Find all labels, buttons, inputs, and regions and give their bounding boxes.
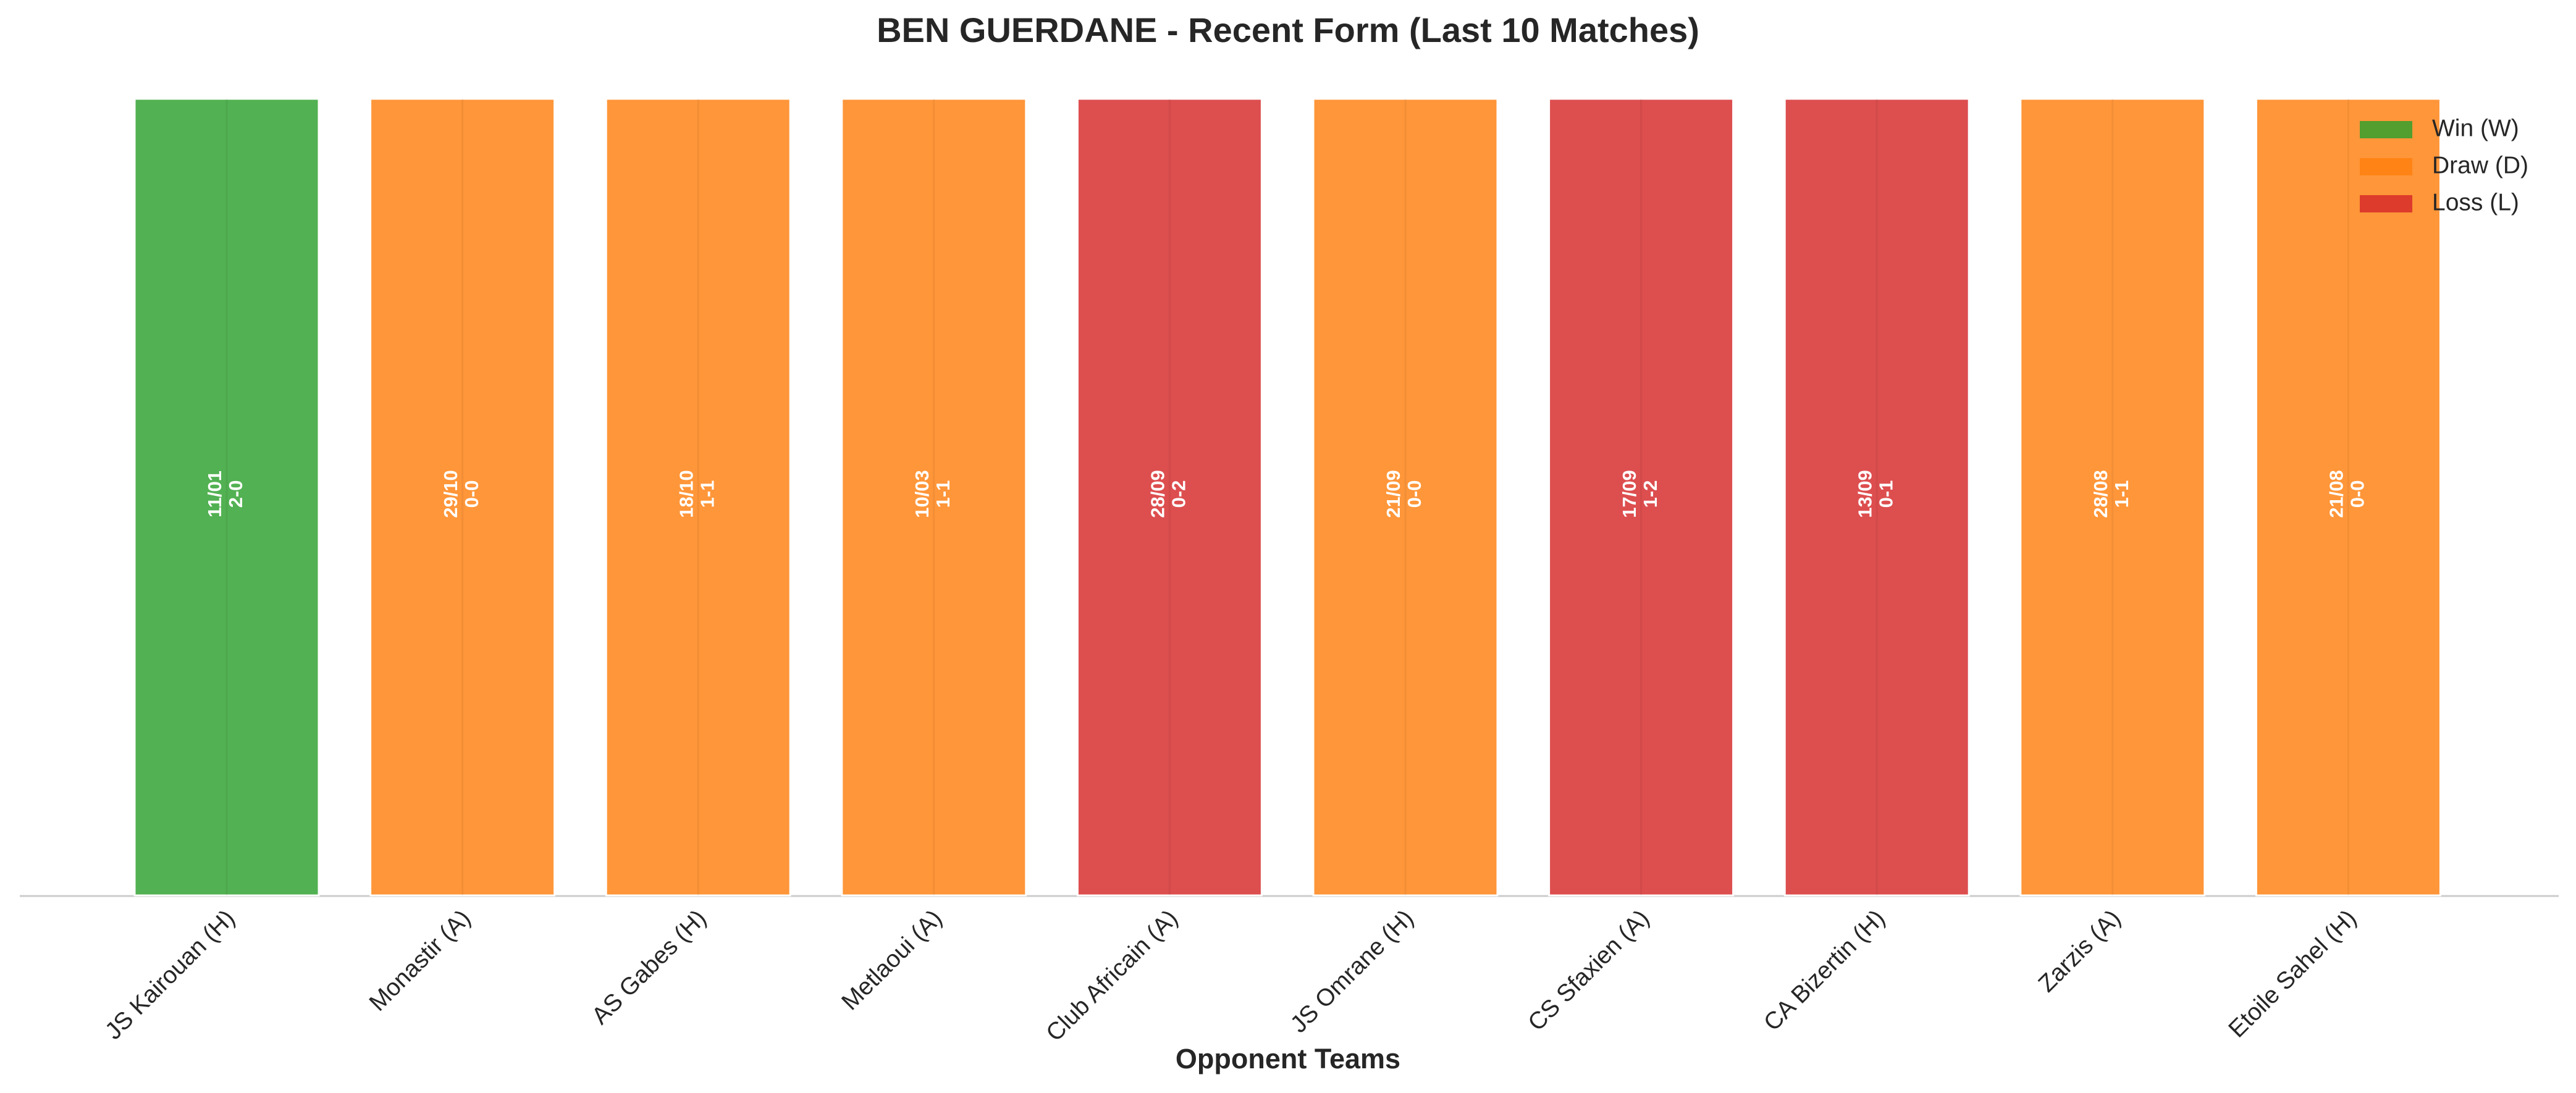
bar-score-label: 0-0 (1404, 480, 1425, 508)
bar (841, 98, 1027, 897)
chart-title: BEN GUERDANE - Recent Form (Last 10 Matc… (877, 10, 1699, 49)
x-tick-label: JS Omrane (H) (1286, 905, 1419, 1038)
bar-score-label: 1-1 (696, 480, 718, 508)
bar-date-label: 17/09 (1618, 470, 1640, 518)
legend-label: Win (W) (2432, 115, 2519, 141)
bar-date-label: 18/10 (675, 470, 697, 518)
bar-score-label: 1-2 (1639, 480, 1661, 508)
x-tick-label: AS Gabes (H) (587, 905, 712, 1029)
bar-date-label: 21/08 (2326, 470, 2347, 518)
x-tick-label: Club Africain (A) (1041, 905, 1183, 1047)
bar-score-label: 0-0 (461, 480, 482, 508)
x-tick-label: Zarzis (A) (2034, 905, 2126, 997)
legend-swatch (2360, 121, 2412, 138)
x-tick-label: Etoile Sahel (H) (2224, 905, 2362, 1043)
x-tick-label: CS Sfaxien (A) (1523, 905, 1654, 1036)
legend-label: Draw (D) (2432, 152, 2528, 178)
bar (1783, 98, 1970, 897)
bar-date-label: 21/09 (1383, 470, 1404, 518)
bar-date-label: 13/09 (1854, 470, 1875, 518)
bar-score-label: 1-1 (932, 480, 954, 508)
bar-score-label: 0-0 (2347, 480, 2368, 508)
x-tick-label: Monastir (A) (364, 905, 476, 1016)
bar (1076, 98, 1263, 897)
bar (133, 98, 320, 897)
bar-date-label: 11/01 (204, 471, 225, 517)
x-tick-label: Metlaoui (A) (836, 905, 947, 1015)
bar-score-label: 1-1 (2111, 480, 2132, 508)
bar (369, 98, 556, 897)
bar-date-label: 29/10 (440, 470, 461, 518)
bar (605, 98, 791, 897)
bar-date-label: 28/09 (1147, 470, 1169, 518)
bar (2255, 98, 2441, 897)
bar (1312, 98, 1499, 897)
x-axis-label: Opponent Teams (1176, 1043, 1400, 1074)
legend-swatch (2360, 158, 2412, 175)
x-tick-label: CA Bizertin (H) (1759, 905, 1890, 1036)
bar-score-label: 2-0 (225, 480, 246, 508)
bar-date-label: 28/08 (2090, 470, 2111, 518)
bar (2019, 98, 2206, 897)
bar-score-label: 0-2 (1168, 480, 1190, 508)
bar (1548, 98, 1735, 897)
x-tick-label: JS Kairouan (H) (100, 905, 240, 1045)
legend-swatch (2360, 195, 2412, 212)
legend-label: Loss (L) (2432, 189, 2519, 216)
bar-score-label: 0-1 (1875, 480, 1896, 508)
bar-date-label: 10/03 (911, 470, 933, 518)
